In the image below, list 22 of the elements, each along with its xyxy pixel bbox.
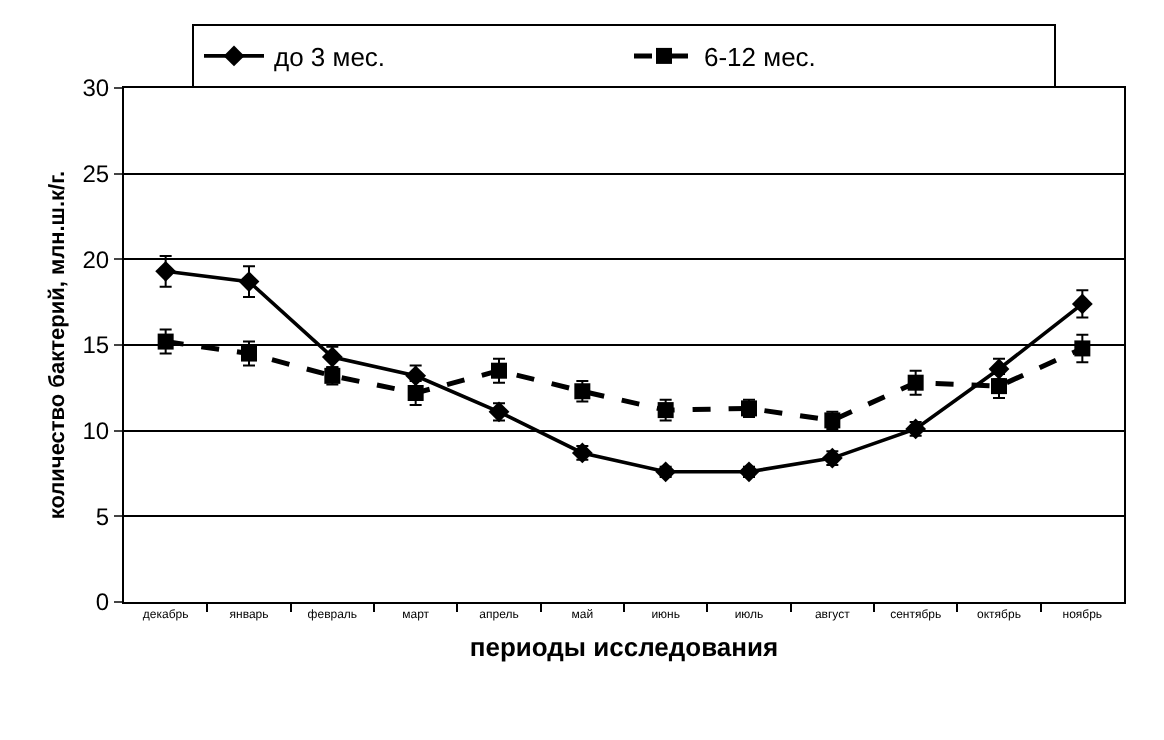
point <box>491 362 507 379</box>
point <box>241 345 257 362</box>
y-axis-title: количество бактерий, млн.ш.к/г. <box>45 170 70 520</box>
y-tick-label: 10 <box>82 417 110 446</box>
point <box>238 271 260 292</box>
point <box>655 461 677 483</box>
y-tick-label: 25 <box>82 160 110 189</box>
point <box>991 378 1007 395</box>
point <box>157 333 174 350</box>
y-tick-label: 20 <box>82 245 110 274</box>
y-tick-label: 0 <box>95 588 110 617</box>
legend-label: 6-12 мес. <box>704 42 816 73</box>
legend-label: до 3 мес. <box>274 42 386 73</box>
point <box>907 374 924 391</box>
point <box>155 260 177 282</box>
point <box>1074 340 1091 357</box>
y-tick-label: 15 <box>82 331 110 360</box>
point <box>407 384 424 401</box>
point <box>738 461 760 483</box>
y-tick-label: 30 <box>82 74 110 103</box>
y-tick-label: 5 <box>95 502 110 531</box>
x-axis-title: периоды исследования <box>469 631 779 662</box>
